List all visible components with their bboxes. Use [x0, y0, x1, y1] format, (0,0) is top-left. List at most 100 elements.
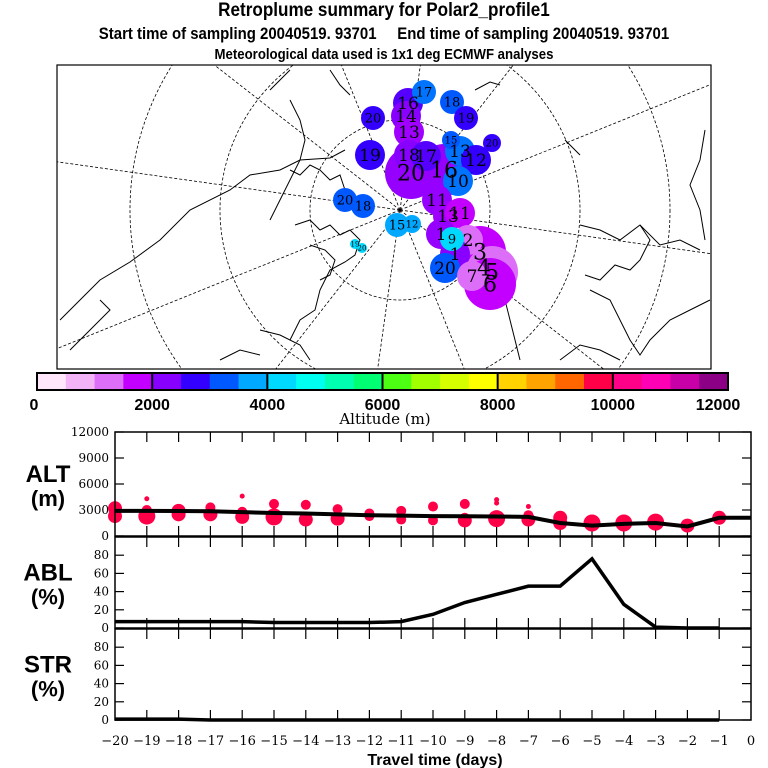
- coastlines: [59, 69, 711, 361]
- panel-ylabel-unit: (m): [31, 486, 65, 511]
- latitude-circle: [309, 119, 491, 301]
- coastline: [689, 129, 706, 241]
- cluster-marker: [443, 166, 473, 196]
- x-tick-label: −9: [455, 734, 474, 749]
- panel-ylabel-unit: (%): [31, 585, 65, 610]
- meridian: [57, 161, 401, 211]
- x-tick-label: −17: [197, 734, 224, 749]
- cluster-day-label: 19: [351, 240, 360, 248]
- altitude-point: [459, 498, 470, 509]
- panel-frame: [114, 536, 752, 629]
- cluster-day-label: 16: [430, 159, 458, 184]
- y-tick-label: 20: [94, 695, 109, 709]
- plume-cluster: [445, 198, 475, 228]
- cluster-day-label: 11: [426, 191, 448, 211]
- cluster-marker: [411, 141, 441, 171]
- map-frame: [56, 64, 712, 370]
- y-tick-label: 0: [101, 529, 109, 543]
- coastline: [579, 224, 701, 251]
- colorbar-swatch: [353, 373, 383, 390]
- x-tick-label: −18: [165, 734, 192, 749]
- plume-cluster: [440, 227, 464, 251]
- plume-cluster: [442, 131, 460, 149]
- panel-ylabel: ABL: [23, 560, 72, 587]
- x-tick-label: −15: [260, 734, 287, 749]
- colorbar-frame: [36, 372, 729, 391]
- panel-ylabel: ALT: [26, 461, 71, 488]
- altitude-colorbar: [36, 372, 729, 391]
- x-tick-label: −19: [133, 734, 160, 749]
- cluster-day-label: 10: [447, 172, 469, 192]
- coastline: [559, 344, 621, 361]
- colorbar-swatch: [497, 373, 527, 390]
- cluster-day-label: 1: [436, 225, 447, 245]
- panel-str: STR(%) 0 20 40 60 80: [24, 628, 752, 727]
- altitude-point: [494, 497, 500, 503]
- panel-ylabel-unit: (%): [31, 677, 65, 702]
- colorbar-swatch: [584, 373, 614, 390]
- cluster-marker: [483, 134, 501, 152]
- panel-alt: ALT(m) 0 3000 6000 9000 12000: [26, 425, 752, 543]
- y-tick-label: 80: [94, 640, 109, 654]
- meridian: [399, 83, 711, 211]
- y-tick-label: 60: [94, 566, 109, 580]
- cluster-day-label: 19: [359, 146, 381, 166]
- plume-cluster: [430, 253, 460, 283]
- cluster-day-label: 5: [485, 261, 499, 286]
- panel-frame: [114, 431, 752, 537]
- altitude-point: [396, 505, 407, 516]
- meridian: [399, 209, 711, 255]
- cluster-day-label: 12: [465, 151, 487, 171]
- altitude-point: [428, 501, 438, 512]
- x-tick-label: −12: [356, 734, 383, 749]
- colorbar-swatch: [123, 373, 153, 390]
- cluster-day-label: 1: [450, 245, 461, 265]
- colorbar-swatch: [526, 373, 556, 390]
- cluster-day-label: 16: [397, 94, 419, 114]
- altitude-point: [144, 496, 150, 502]
- x-tick-label: −3: [646, 734, 665, 749]
- latitude-circles: [129, 65, 671, 369]
- cluster-day-label: 20: [358, 244, 367, 252]
- meridian: [399, 209, 465, 369]
- colorbar-label: Altitude (m): [338, 410, 430, 428]
- y-tick-label: 9000: [78, 451, 109, 465]
- colorbar-swatch: [152, 373, 182, 390]
- altitude-point: [239, 493, 245, 499]
- y-tick-label: 3000: [78, 503, 109, 517]
- meridian: [377, 209, 401, 369]
- cluster-day-label: 17: [416, 86, 433, 101]
- colorbar-swatch: [555, 373, 585, 390]
- met-data-note: Meteorological data used is 1x1 deg ECMW…: [214, 46, 554, 63]
- cluster-day-label: 20: [365, 112, 382, 127]
- cluster-day-label: 18: [355, 200, 372, 215]
- colorbar-swatch: [440, 373, 470, 390]
- plume-cluster: [411, 141, 441, 171]
- cluster-marker: [430, 253, 460, 283]
- colorbar-tick-labels: 0 2000 4000 6000 8000 10000 12000: [30, 397, 741, 414]
- cluster-marker: [355, 140, 385, 170]
- colorbar-tick-label: 8000: [480, 397, 516, 414]
- cluster-marker: [440, 90, 464, 114]
- x-tick-label: −7: [519, 734, 538, 749]
- colorbar-tick-label: 6000: [365, 397, 401, 414]
- cluster-day-label: 20: [434, 259, 456, 279]
- cluster-day-label: 18: [444, 96, 461, 111]
- x-tick-label: −11: [387, 734, 414, 749]
- coastline: [589, 289, 711, 356]
- colorbar-swatch: [37, 373, 67, 390]
- colorbar-tick-label: 2000: [134, 397, 170, 414]
- x-tick-label: −16: [228, 734, 255, 749]
- y-tick-label: 20: [94, 603, 109, 617]
- plume-cluster: [385, 213, 409, 237]
- colorbar-swatch: [468, 373, 499, 390]
- chart-title: Retroplume summary for Polar2_profile1: [218, 0, 550, 21]
- latitude-circle: [219, 65, 581, 369]
- cluster-day-label: 2: [463, 231, 474, 251]
- colorbar-swatch: [209, 373, 240, 390]
- cluster-day-label: 7: [467, 267, 478, 287]
- altitude-point: [332, 504, 343, 515]
- cluster-day-label: 4: [477, 257, 491, 282]
- colorbar-swatch: [670, 373, 700, 390]
